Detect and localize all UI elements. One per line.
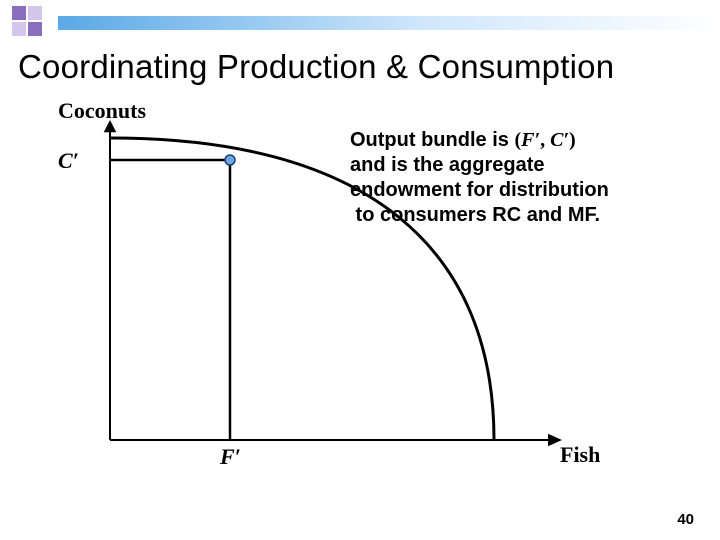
slide-title: Coordinating Production & Consumption [18, 48, 614, 86]
page-number: 40 [677, 511, 694, 528]
note-line3: endowment for distribution [350, 178, 609, 203]
annotation-text: Output bundle is (F′, C′) and is the agg… [350, 128, 609, 228]
header-decor [0, 0, 720, 42]
note-line2: and is the aggregate [350, 153, 609, 178]
note-line1a: Output bundle is [350, 129, 514, 151]
c-prime-label: C′ [58, 148, 79, 174]
f-prime-label: F′ [220, 444, 241, 470]
note-line4: to consumers RC and MF. [350, 203, 609, 228]
x-axis-label: Fish [560, 442, 600, 468]
